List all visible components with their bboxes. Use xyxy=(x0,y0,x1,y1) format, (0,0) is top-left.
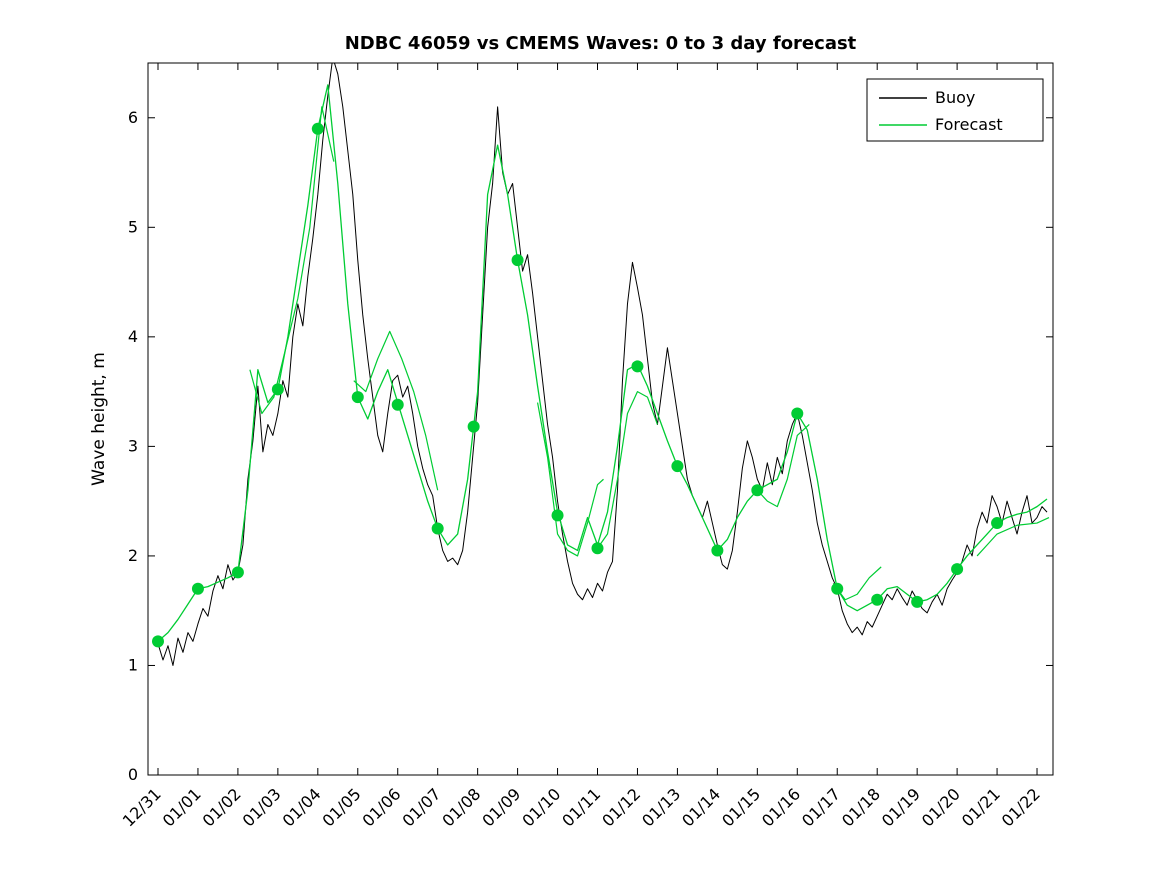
forecast-marker-dot xyxy=(391,398,404,411)
forecast-start-markers xyxy=(151,122,1004,648)
forecast-marker-dot xyxy=(671,460,684,473)
forecast-spread-line xyxy=(353,330,439,491)
forecast-spread-line xyxy=(536,402,604,557)
forecast-marker-dot xyxy=(467,420,480,433)
forecast-marker-dot xyxy=(991,517,1004,530)
buoy-line xyxy=(157,63,1048,666)
y-tick-label: 5 xyxy=(128,217,138,236)
forecast-marker-dot xyxy=(951,563,964,576)
forecast-marker-dot xyxy=(591,542,604,555)
forecast-marker-dot xyxy=(911,595,924,608)
forecast-marker-dot xyxy=(191,582,204,595)
forecast-marker-dot xyxy=(831,582,844,595)
chart-title: NDBC 46059 vs CMEMS Waves: 0 to 3 day fo… xyxy=(345,33,857,54)
forecast-marker-dot xyxy=(511,254,524,267)
forecast-marker-dot xyxy=(231,566,244,579)
y-tick-label: 6 xyxy=(128,108,138,127)
forecast-spread-line xyxy=(976,517,1050,557)
forecast-marker-dot xyxy=(311,122,324,135)
axes-box xyxy=(147,62,1054,776)
legend-entry-label: Forecast xyxy=(935,115,1003,134)
y-axis-label: Wave height, m xyxy=(89,352,109,486)
y-tick-label: 0 xyxy=(128,765,138,784)
forecast-marker-dot xyxy=(551,509,564,522)
legend-entry-label: Buoy xyxy=(935,88,975,107)
axis-ticks xyxy=(148,63,1053,776)
forecast-spread-line xyxy=(756,424,810,508)
forecast-marker-dot xyxy=(871,593,884,606)
forecast-marker-dot xyxy=(151,635,164,648)
forecast-marker-dot xyxy=(631,360,644,373)
forecast-marker-dot xyxy=(431,522,444,535)
forecast-spread-line xyxy=(597,391,659,549)
y-tick-label: 4 xyxy=(128,327,138,346)
plot-area xyxy=(151,63,1050,666)
legend: Buoy Forecast xyxy=(866,78,1044,142)
forecast-marker-dot xyxy=(791,407,804,420)
forecast-marker-dot xyxy=(351,391,364,404)
forecast-marker-dot xyxy=(271,383,284,396)
forecast-line xyxy=(157,84,1048,642)
y-tick-label: 2 xyxy=(128,546,138,565)
forecast-marker-dot xyxy=(751,484,764,497)
legend-box xyxy=(866,78,1044,142)
y-tick-label: 3 xyxy=(128,436,138,455)
forecast-marker-dot xyxy=(711,544,724,557)
y-tick-label: 1 xyxy=(128,655,138,674)
